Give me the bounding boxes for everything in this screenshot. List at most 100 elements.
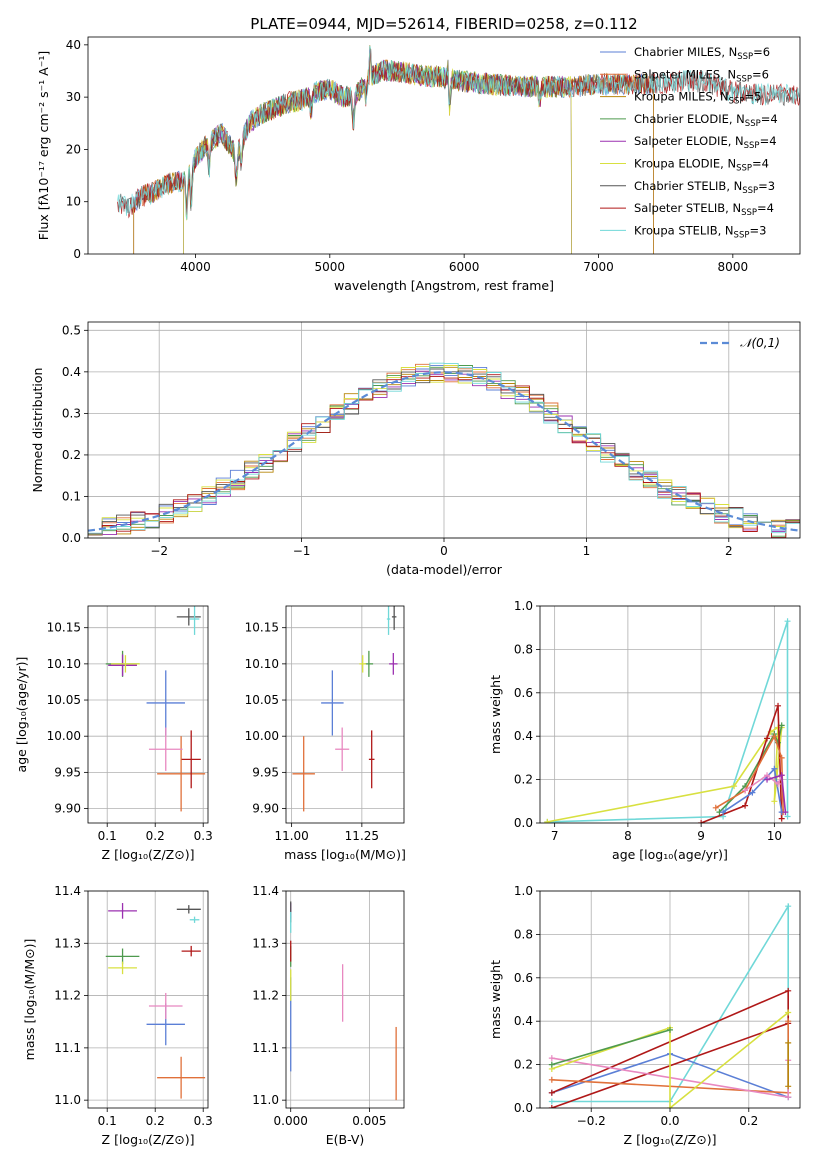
axes-frame	[539, 890, 801, 1109]
mass-weight-marker	[784, 618, 791, 625]
mass-weight-marker	[778, 772, 785, 779]
x-tick-label: 0.1	[98, 1114, 117, 1128]
y-tick-label: 0.8	[514, 927, 533, 941]
mass-weight-marker	[698, 820, 705, 823]
panel-spectrum: 4000 5000 6000 7000 8000 0 10 20 30 40 wavelength …	[36, 36, 801, 293]
y-tick-label: 11.3	[252, 936, 279, 950]
legend-label-tail: =4	[752, 157, 769, 171]
x-tick-label: −1	[293, 544, 311, 558]
mass-weight-marker	[785, 1083, 792, 1090]
legend-label-sub: SSP	[736, 164, 752, 174]
mass-weight-line	[722, 767, 783, 813]
mass-weight-marker	[548, 1076, 555, 1083]
panels: 4000 5000 6000 7000 8000010203040wavelength …	[14, 36, 801, 1147]
legend-label: Salpeter ELODIE, NSSP=4	[634, 134, 777, 151]
mass-weight-marker	[785, 1039, 792, 1046]
x-tick-label: −0.2	[577, 1114, 606, 1128]
y-tick-label: 0.1	[62, 489, 81, 503]
y-tick-label: 0.6	[514, 686, 533, 700]
y-tick-label: 10.10	[245, 657, 279, 671]
y-tick-label: 11.1	[252, 1041, 279, 1055]
x-tick-label: 0.005	[352, 1114, 386, 1128]
mass-weight-marker	[778, 815, 785, 822]
y-tick-label: 11.3	[54, 936, 81, 950]
legend-label-tail: =6	[753, 45, 770, 59]
errorbar-point	[108, 903, 137, 919]
legend-label-main: Chabrier MILES, N	[634, 45, 737, 59]
y-axis-label: Normed distribution	[30, 368, 45, 493]
legend-label-tail: =4	[761, 112, 778, 126]
y-tick-label: 1.0	[514, 884, 533, 898]
mass-weight-marker	[720, 809, 727, 816]
x-tick-label: 0.1	[98, 829, 117, 843]
mass-weight-marker	[784, 813, 791, 820]
panel-mass-vs-EBV: 0.000 0.005 11.0 11.1 11.2 11.3 11.4 E(B-V)	[252, 884, 405, 1147]
axes-frame	[87, 36, 801, 255]
y-tick-label: 0.5	[62, 323, 81, 337]
mass-weight-marker	[742, 802, 749, 809]
mass-weight-marker	[771, 733, 778, 740]
y-tick-label: 11.4	[252, 884, 279, 898]
y-tick-label: 10.00	[47, 729, 81, 743]
x-axis-label: (data-model)/error	[386, 562, 503, 577]
plot-area	[88, 362, 800, 538]
mass-weight-marker	[785, 1009, 792, 1016]
x-tick-label: 4000	[180, 260, 211, 274]
legend-label-main: Chabrier ELODIE, N	[634, 112, 745, 126]
x-axis-label: Z [log₁₀(Z/Z⊙)]	[102, 1132, 195, 1147]
y-tick-label: 0.3	[62, 406, 81, 420]
y-axis-label: Flux [fλ10⁻¹⁷ erg cm⁻² s⁻¹ A⁻¹]	[36, 51, 51, 240]
y-tick-label: 9.90	[54, 802, 81, 816]
mass-weight-marker	[544, 818, 551, 823]
x-axis-label: mass [log₁₀(M/M⊙)]	[284, 847, 406, 862]
legend-label-sub: SSP	[745, 119, 761, 129]
errorbar-point	[157, 1056, 206, 1099]
panel-massweight-vs-age: 7 8 9 10 0.0 0.2 0.4 0.6 0.8 1.0 age [log₁₀(age/yr…	[488, 599, 801, 862]
y-tick-label: 9.90	[252, 802, 279, 816]
legend-label-main: Salpeter STELIB, N	[634, 201, 741, 215]
gaussian-curve	[88, 371, 800, 532]
mass-weight-marker	[771, 798, 778, 805]
errorbar-point	[108, 654, 137, 677]
panel-age-vs-Z: 0.1 0.2 0.3 9.90 9.95 10.00 10.05 10.10 10.15 Z […	[14, 605, 213, 862]
y-tick-label: 20	[66, 142, 81, 156]
x-tick-label: 0.3	[194, 829, 213, 843]
x-tick-label: 0.2	[146, 1114, 165, 1128]
histogram-series	[88, 365, 800, 535]
y-tick-label: 9.95	[252, 765, 279, 779]
x-tick-label: 2	[725, 544, 733, 558]
mass-weight-marker	[764, 776, 771, 783]
mass-weight-marker	[785, 903, 792, 910]
y-tick-label: 0.6	[514, 971, 533, 985]
x-tick-label: 7	[551, 829, 559, 843]
legend-label-sub: SSP	[729, 97, 745, 107]
errorbar-point	[148, 992, 183, 1020]
errorbar-point	[386, 606, 391, 635]
mass-weight-line	[551, 1029, 671, 1066]
y-tick-label: 1.0	[514, 599, 533, 613]
errorbar-point	[292, 736, 315, 812]
legend-label: Chabrier STELIB, NSSP=3	[634, 179, 775, 196]
y-axis-label: mass weight	[488, 675, 503, 754]
y-tick-label: 0.4	[514, 1014, 533, 1028]
errorbar-point	[146, 670, 185, 736]
legend-label: 𝒩(0,1)	[740, 336, 780, 350]
y-tick-label: 10.05	[47, 693, 81, 707]
plot-area	[548, 903, 792, 1108]
x-tick-label: 0.000	[274, 1114, 308, 1128]
x-tick-label: −2	[150, 544, 168, 558]
legend-label: Salpeter STELIB, NSSP=4	[634, 201, 774, 218]
x-tick-label: 8000	[718, 260, 749, 274]
x-tick-label: 1	[583, 544, 591, 558]
errorbar-point	[176, 608, 201, 626]
y-tick-label: 11.0	[252, 1093, 279, 1107]
plot-area	[290, 901, 397, 1101]
y-tick-label: 10.10	[47, 657, 81, 671]
y-tick-label: 11.0	[54, 1093, 81, 1107]
errorbar-point	[321, 670, 344, 736]
y-tick-label: 11.1	[54, 1041, 81, 1055]
legend-label: Chabrier MILES, NSSP=6	[634, 45, 770, 62]
